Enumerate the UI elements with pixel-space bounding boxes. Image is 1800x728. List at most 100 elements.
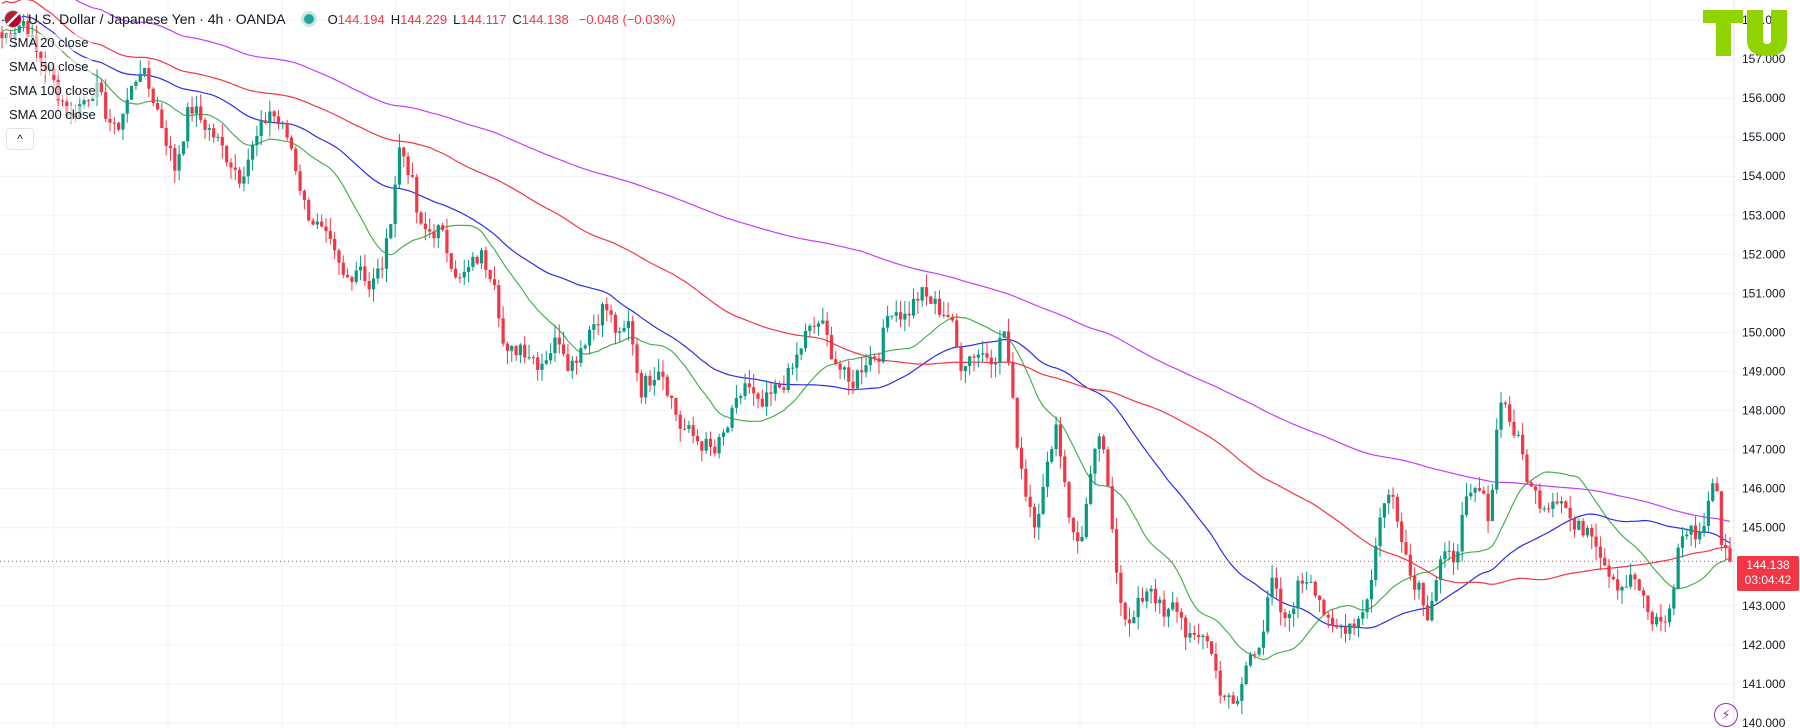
candle-body [1205,635,1209,642]
candle-body [1477,488,1482,491]
candle-body [497,285,501,319]
candle-body [1231,695,1235,704]
candle-body [86,100,90,102]
candle-body [1443,551,1447,560]
candle-body [549,353,553,361]
candle-body [898,312,903,320]
candle-body [1330,617,1335,626]
candle-body [1356,618,1361,628]
candle-body [873,356,877,359]
ohlc-open: O144.194 [327,11,385,27]
candle-body [946,314,950,317]
candle-body [1067,482,1071,518]
candle-body [1058,424,1062,457]
candle-body [773,384,777,394]
candle-body [108,118,112,123]
candle-body [847,367,851,382]
candle-body [1054,424,1058,450]
candle-body [734,398,738,408]
candle-body [1680,536,1685,548]
price-tick-label: 156.000 [1742,91,1786,105]
candle-body [134,81,138,86]
price-change: −0.048 (−0.03%) [578,11,676,27]
candle-body [518,344,522,356]
candle-body [1292,608,1296,615]
candle-body [635,344,639,373]
candle-body [371,278,376,290]
legend-sma-100[interactable]: SMA 100 close [6,82,99,99]
candle-body [825,320,829,335]
candle-body [1080,536,1084,542]
candle-body [190,106,194,114]
legend-sma-50[interactable]: SMA 50 close [6,58,92,75]
sma-line-50 [1,15,1731,629]
candle-body [1222,695,1227,698]
candle-body [860,370,864,373]
candle-body [415,176,419,213]
candle-body [263,120,268,124]
candle-body [268,111,272,124]
candle-body [1676,547,1680,589]
candle-body [911,298,916,316]
candle-body [1620,586,1624,591]
candle-body [1646,595,1650,613]
candle-body [1594,536,1598,547]
candle-body [402,147,406,157]
candle-body [229,162,233,168]
price-tick-label: 151.000 [1742,286,1786,300]
candle-body [155,103,160,110]
candle-body [652,379,656,386]
candle-body [1257,647,1261,655]
tradingview-logo [1703,10,1787,56]
sma-lines [1,0,1731,661]
price-tick-label: 157.000 [1742,52,1786,66]
legend-collapse-button[interactable]: ^ [6,128,34,150]
candle-body [1404,542,1408,555]
market-status-icon [303,14,314,24]
price-axis[interactable]: 140.000141.000142.000143.000144.000145.0… [1733,0,1800,728]
candle-body [1529,482,1533,487]
candle-body [1637,579,1641,591]
candle-body [488,269,492,280]
candle-body [60,100,65,102]
candle-body [492,279,497,286]
candle-body [726,427,730,433]
candle-body [1253,654,1257,656]
candle-body [1719,491,1723,545]
ohlc-high: H144.229 [390,11,448,27]
candle-body [1287,614,1291,619]
candle-body [1227,695,1231,698]
candle-body [151,88,155,104]
symbol-title[interactable]: U.S. Dollar / Japanese Yen · 4h · OANDA [28,11,286,27]
candle-body [743,383,747,397]
legend-sma-200[interactable]: SMA 200 close [6,106,99,123]
candle-body [112,122,116,124]
lightning-icon[interactable]: ⚡ [1714,703,1738,727]
candle-body [423,223,427,230]
candle-body [341,262,345,275]
candle-body [704,438,708,451]
candle-body [1650,612,1654,625]
candle-body [700,441,704,451]
price-axis-background [1734,0,1800,728]
candle-body [1140,597,1145,602]
candle-body [989,357,993,365]
candle-body [1171,602,1175,610]
candle-body [1400,521,1404,543]
candle-body [130,85,134,100]
candle-body [981,353,985,355]
candle-body [1629,574,1633,587]
candle-body [1084,503,1088,537]
candle-body [596,324,600,326]
candle-body [1240,684,1244,701]
candle-body [1339,626,1343,628]
legend-sma-20[interactable]: SMA 20 close [6,34,92,51]
candle-body [557,337,561,345]
candle-body [121,113,125,130]
candle-body [432,231,436,239]
candle-body [380,268,384,270]
candle-body [799,348,803,355]
candle-body [1689,525,1693,535]
candle-body [1698,531,1702,540]
